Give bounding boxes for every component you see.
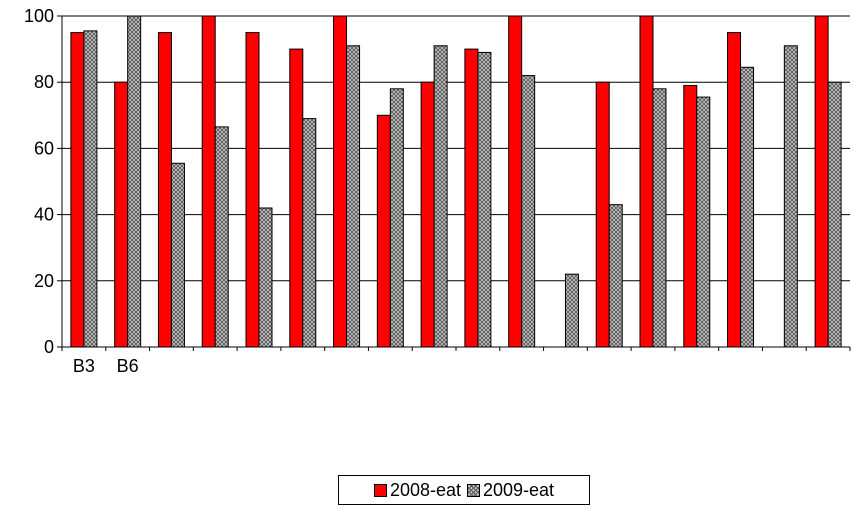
bar-2009-eat-0	[83, 30, 98, 348]
bar-2009-eat-8	[433, 45, 448, 348]
x-tick-label: B6	[117, 356, 139, 376]
bar-2009-eat-6	[346, 45, 361, 348]
y-tick-label: 20	[34, 271, 54, 291]
legend-label-2009: 2009-eat	[483, 479, 555, 500]
axes	[57, 15, 851, 351]
bar-2009-eat-7	[389, 88, 404, 348]
bar-2008-eat-6	[333, 15, 348, 348]
bar-2008-eat-1	[114, 81, 129, 348]
bar-2008-eat-17	[814, 15, 829, 348]
bar-2009-eat-9	[477, 51, 492, 348]
legend-entry-2008: 2008-eat	[373, 479, 461, 501]
bar-2008-eat-10	[508, 15, 523, 348]
legend: 2008-eat 2009-eat	[338, 475, 590, 505]
bar-2008-eat-3	[201, 15, 216, 348]
bar-2008-eat-13	[639, 15, 654, 348]
bar-2008-eat-14	[683, 85, 698, 348]
bar-2008-eat-7	[376, 114, 391, 348]
bar-2009-eat-5	[302, 118, 317, 348]
y-tick-label: 40	[34, 205, 54, 225]
bars	[70, 15, 842, 348]
bar-2009-eat-16	[783, 45, 798, 348]
bar-2008-eat-4	[245, 32, 260, 348]
bar-2009-eat-10	[521, 75, 536, 348]
y-tick-label: 80	[34, 72, 54, 92]
x-tick-label: B3	[73, 356, 95, 376]
bar-2008-eat-9	[464, 48, 479, 348]
y-tick-label: 0	[44, 337, 54, 357]
gridlines	[62, 15, 850, 282]
legend-swatch-2009	[467, 483, 480, 497]
bar-2009-eat-1	[127, 15, 142, 348]
bar-2009-eat-2	[170, 162, 185, 348]
bar-2009-eat-13	[652, 88, 667, 348]
bar-2008-eat-15	[727, 32, 742, 348]
bar-2009-eat-11	[564, 273, 579, 348]
bar-2009-eat-14	[696, 96, 711, 348]
bar-2009-eat-12	[608, 204, 623, 348]
y-tick-label: 60	[34, 138, 54, 158]
legend-label-2008: 2008-eat	[389, 479, 461, 500]
bar-2008-eat-5	[289, 48, 304, 348]
bar-chart: 0 20 40 60 80 100 B3 B6	[24, 6, 851, 376]
bar-2008-eat-12	[595, 81, 610, 348]
y-tick-label: 100	[24, 6, 54, 26]
tick-labels: 0 20 40 60 80 100 B3 B6	[24, 6, 139, 376]
bar-2009-eat-15	[740, 66, 755, 348]
bar-2009-eat-17	[827, 81, 842, 348]
bar-2009-eat-4	[258, 207, 273, 348]
bar-2008-eat-2	[157, 32, 172, 348]
bar-2008-eat-0	[70, 32, 85, 348]
legend-entry-2009: 2009-eat	[467, 480, 554, 501]
bar-2009-eat-3	[214, 126, 229, 348]
legend-swatch-2008	[373, 483, 387, 497]
bar-2008-eat-8	[420, 81, 435, 348]
